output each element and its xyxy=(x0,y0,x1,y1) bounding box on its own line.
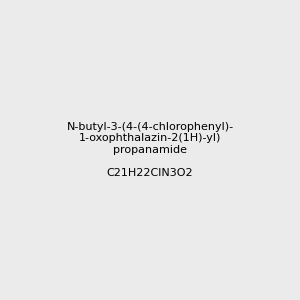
Text: N-butyl-3-(4-(4-chlorophenyl)-
1-oxophthalazin-2(1H)-yl)
propanamide

C21H22ClN3: N-butyl-3-(4-(4-chlorophenyl)- 1-oxophth… xyxy=(66,122,234,178)
